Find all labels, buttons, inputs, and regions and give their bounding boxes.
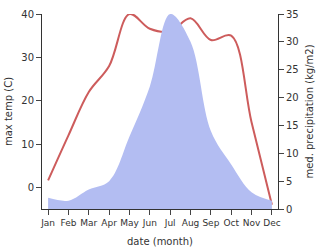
svg-text:Oct: Oct (223, 218, 239, 228)
svg-text:30: 30 (286, 36, 299, 47)
svg-text:max temp (C): max temp (C) (3, 77, 14, 146)
svg-text:20: 20 (286, 92, 299, 103)
svg-text:Apr: Apr (101, 218, 117, 228)
svg-text:date (month): date (month) (127, 236, 193, 247)
svg-text:35: 35 (286, 9, 299, 20)
svg-text:40: 40 (21, 9, 34, 20)
svg-text:10: 10 (286, 148, 299, 159)
svg-text:Mar: Mar (80, 218, 97, 228)
svg-text:May: May (120, 218, 139, 228)
svg-text:20: 20 (21, 95, 34, 106)
svg-text:Sep: Sep (202, 218, 219, 228)
svg-text:Dec: Dec (263, 218, 280, 228)
svg-text:25: 25 (286, 64, 299, 75)
svg-text:Nov: Nov (243, 218, 261, 228)
svg-text:10: 10 (21, 139, 34, 150)
svg-text:Jan: Jan (40, 218, 55, 228)
svg-text:Aug: Aug (182, 218, 200, 228)
svg-text:15: 15 (286, 120, 299, 131)
svg-text:Jun: Jun (142, 218, 157, 228)
svg-text:0: 0 (286, 204, 292, 215)
svg-text:0: 0 (28, 182, 34, 193)
svg-text:Feb: Feb (60, 218, 76, 228)
svg-text:5: 5 (286, 176, 292, 187)
svg-text:med. precipitation (kg/m2): med. precipitation (kg/m2) (304, 44, 315, 178)
svg-text:30: 30 (21, 52, 34, 63)
svg-text:Jul: Jul (164, 218, 176, 228)
